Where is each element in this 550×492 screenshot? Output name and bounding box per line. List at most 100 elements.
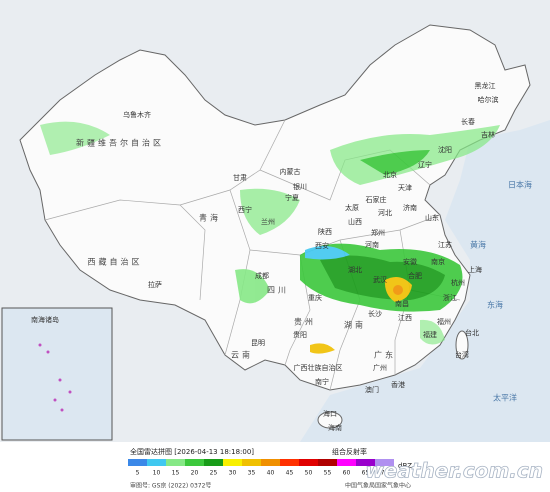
region-label: 陕西: [318, 227, 332, 236]
hainan: [317, 411, 343, 429]
region-label: 广东: [374, 350, 396, 360]
legend-swatch: [242, 459, 261, 466]
legend-value: 35: [248, 470, 256, 477]
legend-value: 50: [305, 470, 313, 477]
city-label: 台北: [465, 328, 479, 337]
legend-swatch: [204, 459, 223, 466]
region-label: 甘肃: [233, 173, 247, 182]
region-label: 河北: [378, 209, 392, 217]
city-label: 香港: [391, 380, 405, 389]
sea-label: 黄海: [470, 240, 486, 250]
legend-value: 5: [136, 470, 140, 477]
region-label: 台湾: [455, 350, 469, 359]
south-china-sea-inset: [1, 307, 113, 441]
legend-swatch: [185, 459, 204, 466]
inset-islands: [38, 343, 72, 412]
legend-swatch: [261, 459, 280, 466]
legend-swatch: [166, 459, 185, 466]
city-label: 乌鲁木齐: [123, 110, 151, 119]
region-label: 江西: [398, 314, 412, 322]
sea-label: 太平洋: [493, 393, 517, 403]
city-label: 合肥: [408, 271, 422, 280]
city-label: 杭州: [451, 278, 465, 287]
region-label: 西藏自治区: [88, 257, 143, 267]
city-label: 贵阳: [293, 330, 307, 339]
legend-swatch: [147, 459, 166, 466]
region-label: 内蒙古: [280, 167, 301, 176]
city-label: 福州: [437, 317, 451, 326]
legend-value: 70: [381, 470, 389, 477]
city-label: 天津: [398, 184, 412, 192]
region-label: 河南: [365, 240, 379, 249]
watermark: weather.com.cn: [365, 459, 543, 483]
region-label: 广西壮族自治区: [294, 363, 343, 372]
legend-value: 45: [286, 470, 294, 477]
city-label: 沈阳: [438, 145, 452, 154]
taiwan: [455, 330, 469, 360]
region-label: 吉林: [481, 130, 495, 139]
city-label: 上海: [468, 265, 482, 274]
city-label: 昆明: [251, 339, 265, 347]
legend-swatch: [223, 459, 242, 466]
legend-unit: dBZ: [398, 462, 412, 470]
region-label: 山西: [348, 217, 362, 226]
city-label: 广州: [373, 363, 387, 372]
region-label: 山东: [425, 213, 439, 222]
region-label: 浙江: [443, 293, 457, 302]
sea-label: 东海: [487, 300, 503, 310]
city-label: 济南: [403, 203, 417, 212]
city-label: 武汉: [373, 275, 387, 284]
region-label: 江苏: [438, 240, 452, 249]
city-label: 重庆: [308, 293, 322, 302]
legend-panel: [0, 442, 550, 492]
city-label: 北京: [383, 170, 397, 179]
legend-value: 40: [267, 470, 275, 477]
city-label: 南宁: [315, 377, 329, 386]
city-label: 哈尔滨: [478, 95, 499, 104]
map-labels: 新疆维吾尔自治区 乌鲁木齐 西藏自治区 拉萨 青海 西宁 甘肃 兰州 内蒙古 宁…: [31, 81, 532, 432]
region-label: 福建: [423, 330, 437, 339]
city-label: 长春: [461, 117, 475, 126]
legend-value: 10: [153, 470, 161, 477]
legend-value: 25: [210, 470, 218, 477]
region-label: 辽宁: [418, 160, 432, 169]
region-label: 湖南: [344, 320, 366, 330]
approval-number: 审图号: GS京 (2022) 0372号: [130, 482, 211, 490]
legend-product: 组合反射率: [332, 447, 367, 456]
city-label: 石家庄: [366, 195, 387, 204]
legend-swatch: [280, 459, 299, 466]
legend-title: 全国雷达拼图 [2026-04-13 18:18:00]: [130, 447, 254, 456]
legend-swatch: [128, 459, 147, 466]
legend-value: 55: [324, 470, 332, 477]
city-label: 太原: [345, 203, 359, 212]
city-label: 拉萨: [148, 280, 162, 289]
legend: 5 10 15 20 25 30 35 40 45 50 55 60 65 70: [128, 459, 394, 477]
city-label: 银川: [293, 182, 307, 191]
city-label: 南昌: [395, 299, 409, 308]
legend-swatch: [356, 459, 375, 466]
legend-value: 20: [191, 470, 199, 477]
inset-label: 南海诸岛: [31, 315, 59, 324]
agency: 中国气象局国家气象中心: [345, 482, 411, 490]
legend-value: 30: [229, 470, 237, 477]
city-label: 澳门: [365, 385, 379, 394]
city-label: 南京: [431, 257, 445, 266]
radar-echoes: [40, 121, 500, 354]
region-label: 海南: [328, 423, 342, 432]
region-label: 宁夏: [285, 193, 299, 202]
region-label: 青海: [199, 213, 221, 223]
region-label: 安徽: [403, 257, 417, 266]
city-label: 成都: [255, 271, 269, 280]
city-label: 西宁: [238, 205, 252, 214]
legend-swatch: [337, 459, 356, 466]
sea-label: 日本海: [508, 180, 532, 190]
region-label: 黑龙江: [475, 81, 496, 90]
city-label: 兰州: [261, 217, 275, 226]
legend-value: 15: [172, 470, 180, 477]
legend-value: 65: [362, 470, 370, 477]
legend-value: 60: [343, 470, 351, 477]
legend-swatch: [318, 459, 337, 466]
legend-swatch: [375, 459, 394, 466]
city-label: 海口: [323, 409, 337, 418]
